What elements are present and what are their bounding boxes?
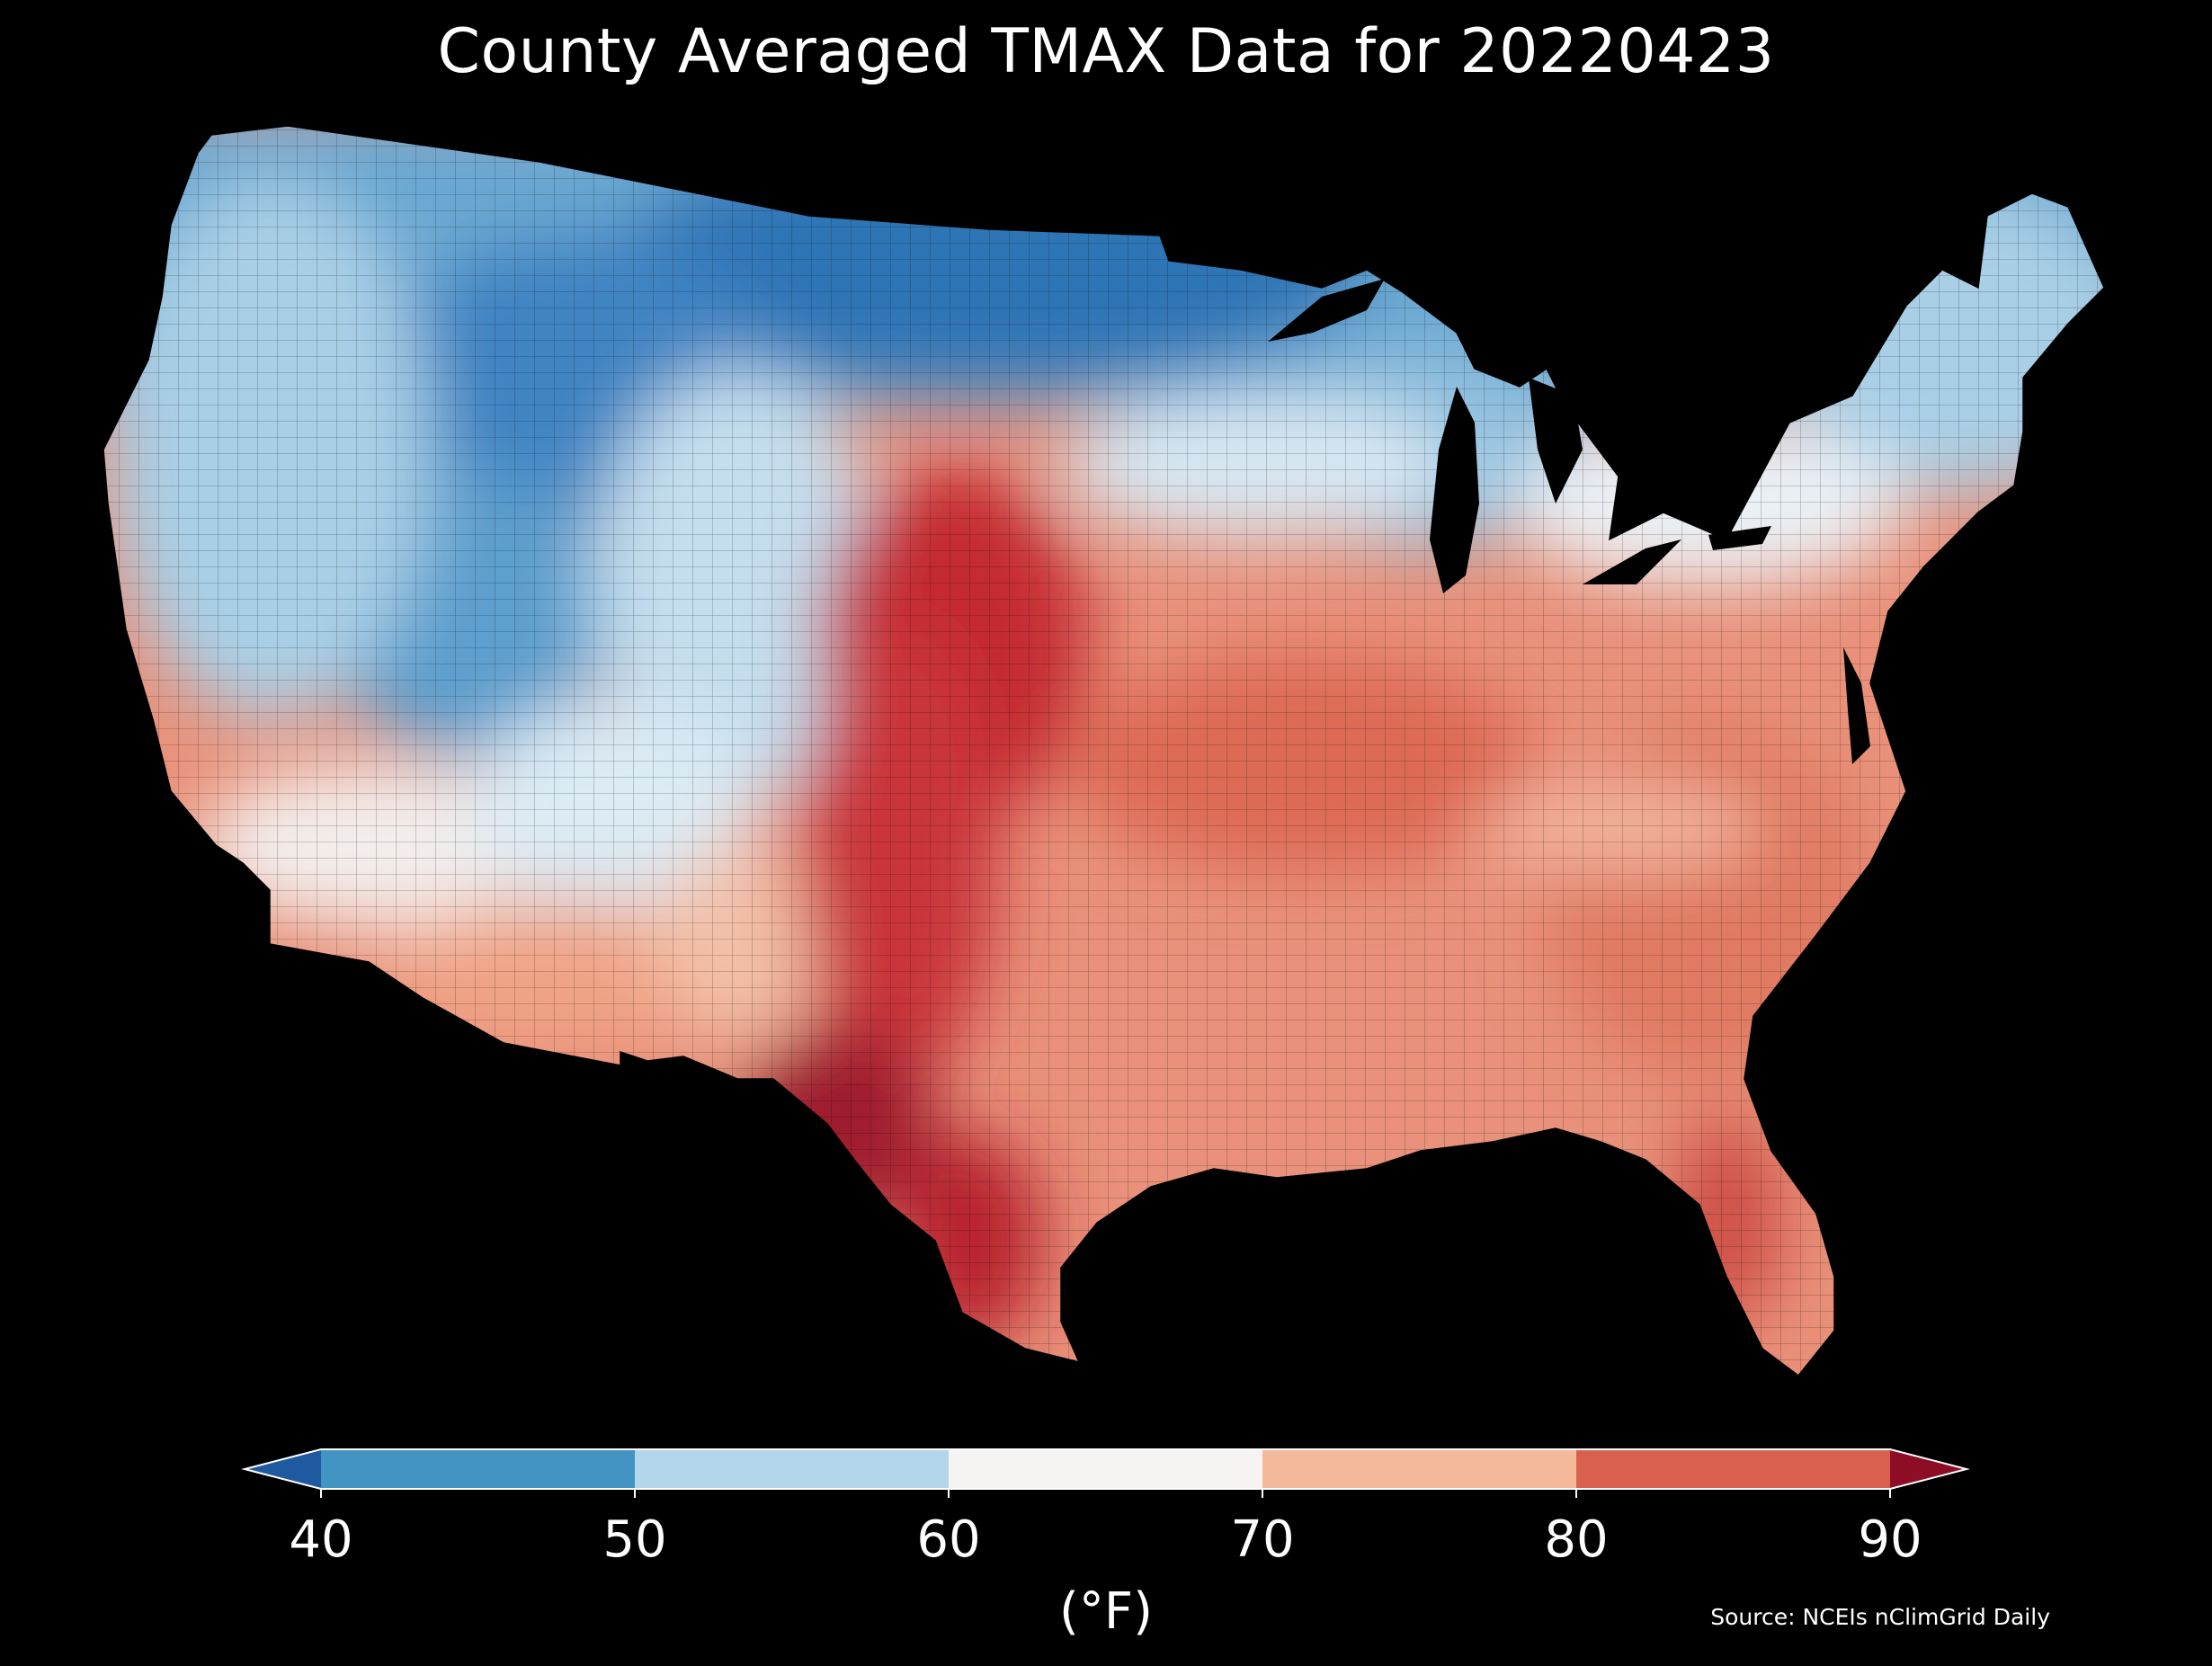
colorbar-bin-70-80 bbox=[1262, 1449, 1576, 1489]
colorbar-bin-40-50 bbox=[321, 1449, 635, 1489]
lake-michigan bbox=[1430, 387, 1479, 593]
colorbar-tick-70: 70 bbox=[1230, 1510, 1295, 1569]
colorbar-bin-50-60 bbox=[635, 1449, 949, 1489]
colorbar-tick-80: 80 bbox=[1544, 1510, 1609, 1569]
lake-erie bbox=[1583, 539, 1681, 584]
chesapeake-bay bbox=[1843, 647, 1870, 764]
lake-huron bbox=[1529, 378, 1583, 503]
colorbar-tick-90: 90 bbox=[1858, 1510, 1922, 1569]
colorbar-bin-60-70 bbox=[949, 1449, 1262, 1489]
lake-ontario bbox=[1708, 526, 1771, 550]
colorbar-bin-80-90 bbox=[1576, 1449, 1890, 1489]
colorbar-tick-50: 50 bbox=[602, 1510, 667, 1569]
source-credit: Source: NCEIs nClimGrid Daily bbox=[1710, 1604, 2050, 1630]
colorbar-tick-60: 60 bbox=[916, 1510, 981, 1569]
colorbar-tick-40: 40 bbox=[289, 1510, 353, 1569]
colorbar-unit-label: (°F) bbox=[1059, 1582, 1153, 1641]
lake-superior bbox=[1268, 279, 1385, 342]
map-title: County Averaged TMAX Data for 20220423 bbox=[437, 16, 1775, 87]
colorbar-extend-low bbox=[245, 1449, 321, 1489]
us-county-tmax-map bbox=[103, 125, 2105, 1377]
colorbar-extend-high bbox=[1890, 1449, 1967, 1489]
us-outline bbox=[103, 125, 2105, 1377]
